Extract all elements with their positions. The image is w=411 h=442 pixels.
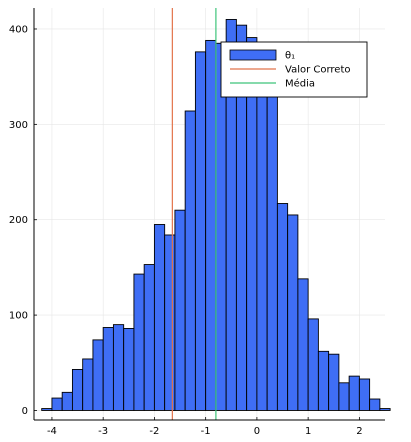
- y-tick-label: 400: [9, 24, 28, 35]
- histogram-bar: [51, 397, 63, 411]
- histogram-bar: [205, 39, 217, 411]
- histogram-bar: [379, 408, 391, 411]
- y-tick-label: 0: [22, 406, 28, 417]
- histogram-bar: [317, 350, 330, 411]
- histogram-bar: [307, 318, 319, 411]
- histogram-bar: [123, 327, 135, 411]
- legend-label: Valor Correto: [285, 65, 351, 76]
- histogram-bar: [287, 214, 299, 411]
- x-tick-label: 0: [254, 426, 260, 437]
- legend-swatch: [229, 49, 277, 61]
- tick-labels: -4 -3 -2 -1 0 1 2 0 100 200 300 400: [9, 24, 363, 437]
- histogram-bar: [328, 353, 340, 411]
- histogram-bar: [143, 264, 155, 411]
- x-tick-label: 1: [305, 426, 311, 437]
- histogram-bar: [112, 324, 125, 411]
- legend: θ₁ Valor Correto Média: [220, 41, 368, 98]
- y-tick-label: 100: [9, 311, 28, 322]
- histogram-bar: [369, 398, 381, 411]
- histogram-bar: [174, 209, 186, 411]
- histogram-bar: [41, 408, 53, 411]
- x-tick-label: -4: [47, 426, 57, 437]
- histogram-bar: [82, 358, 94, 411]
- histogram-bar: [92, 339, 104, 411]
- histogram-bar: [184, 110, 196, 411]
- legend-label: Média: [285, 78, 315, 90]
- axes: [33, 8, 385, 421]
- x-tick-label: -1: [201, 426, 211, 437]
- histogram-bar: [61, 391, 73, 411]
- histogram-bar: [194, 51, 207, 411]
- reference-lines: [171, 8, 217, 420]
- histogram-bars: [41, 18, 391, 411]
- y-tick-label: 300: [9, 120, 28, 131]
- histogram-bar: [71, 369, 84, 411]
- histogram-bar: [266, 80, 278, 411]
- histogram-bar: [358, 378, 371, 411]
- legend-label: θ₁: [285, 51, 295, 62]
- histogram-bar: [164, 234, 176, 411]
- histogram-bar: [102, 327, 114, 411]
- histogram-bar: [153, 224, 166, 411]
- histogram-bar: [215, 42, 227, 411]
- x-tick-label: -3: [98, 426, 108, 437]
- histogram-bar: [133, 273, 145, 411]
- histogram-bar: [338, 382, 350, 411]
- histogram-bar: [276, 203, 289, 411]
- x-tick-label: -2: [149, 426, 159, 437]
- x-tick-label: 2: [356, 426, 362, 437]
- histogram-bar: [256, 87, 268, 411]
- y-tick-label: 200: [9, 215, 28, 226]
- histogram-bar: [348, 375, 360, 411]
- histogram-bar: [297, 278, 309, 411]
